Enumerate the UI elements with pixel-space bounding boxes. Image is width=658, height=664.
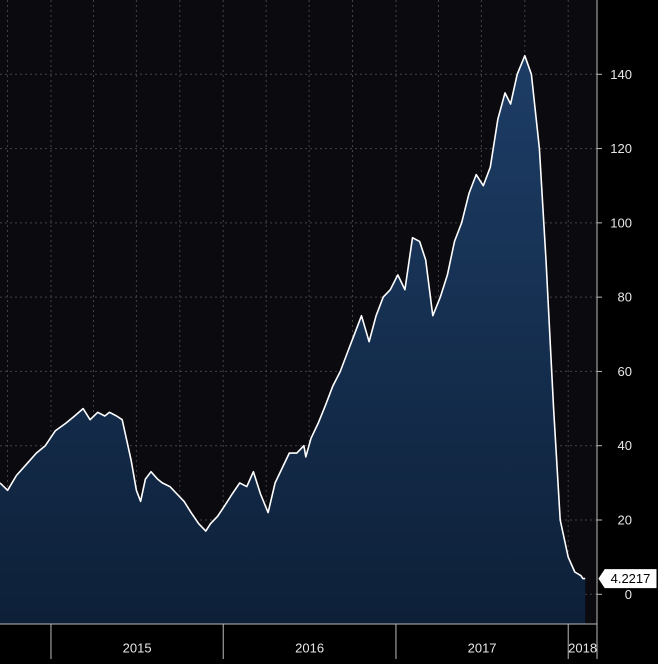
y-tick-label: 40 [618,438,632,453]
y-tick-label: 140 [610,67,632,82]
last-value-marker: 4.2217 [598,569,657,589]
x-tick-label: 2018 [568,641,597,656]
y-tick-label: 20 [618,513,632,528]
x-tick-label: 2017 [468,641,497,656]
series-line [0,54,586,580]
axes [0,0,602,659]
y-tick-label: 100 [610,215,632,230]
last-value-box [598,569,657,589]
x-tick-label: 2015 [123,641,152,656]
y-tick-label: 120 [610,141,632,156]
y-tick-label: 0 [625,587,632,602]
y-tick-label: 60 [618,364,632,379]
y-tick-label: 80 [618,290,632,305]
last-value-label: 4.2217 [611,571,651,586]
series-area [0,55,586,624]
tick-labels: 0 20 40 60 80 100 120 140 2015 2016 2017 2018 [123,67,632,656]
x-tick-label: 2016 [295,641,324,656]
